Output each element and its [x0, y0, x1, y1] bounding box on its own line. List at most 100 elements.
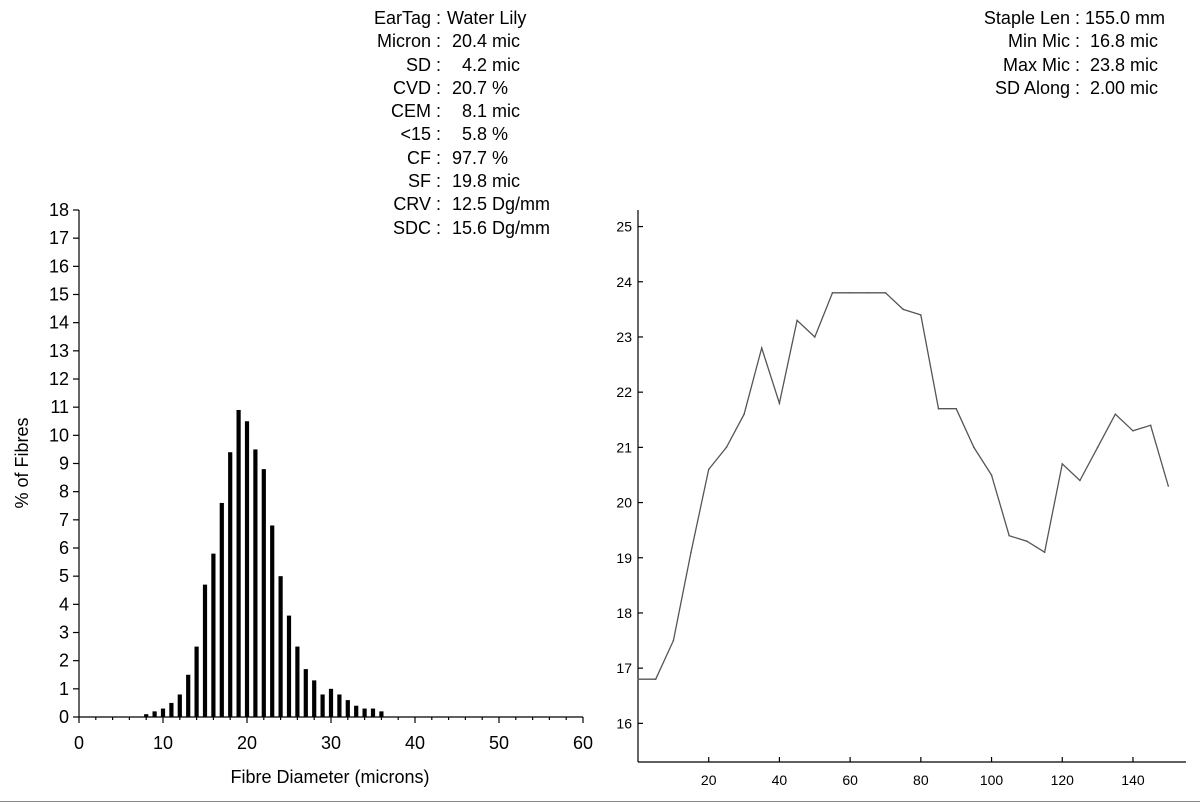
histogram-bar	[211, 553, 216, 717]
staple-stat-value: 2.00 mic	[1085, 77, 1159, 98]
histogram-bar	[253, 449, 258, 717]
histogram-x-tick-label: 30	[321, 733, 341, 753]
histogram-bar	[219, 502, 224, 717]
profile-x-tick-label: 100	[980, 772, 1004, 788]
histogram-bar	[144, 714, 149, 717]
histogram-x-axis-title: Fibre Diameter (microns)	[230, 767, 429, 787]
histogram-y-tick-label: 12	[49, 369, 69, 389]
stat-row: CRV : 12.5 Dg/mm	[0, 193, 550, 216]
histogram-y-tick-label: 3	[59, 623, 69, 643]
summary-stats-right: Staple Len :155.0 mm Min Mic : 16.8 mic Ma…	[0, 7, 1165, 100]
staple-stat-value: 16.8 mic	[1085, 31, 1159, 52]
staple-stat-label: Staple Len :	[983, 8, 1080, 28]
histogram-y-tick-label: 8	[59, 482, 69, 502]
staple-stat-row: Min Mic : 16.8 mic	[0, 30, 1158, 53]
histogram-y-tick-label: 10	[49, 425, 69, 445]
histogram-y-tick-label: 0	[59, 707, 69, 727]
staple-stat-value: 23.8 mic	[1085, 54, 1159, 75]
profile-x-tick-label: 140	[1121, 772, 1145, 788]
stat-label: EarTag :	[373, 8, 441, 28]
stat-label: Micron :	[376, 31, 441, 52]
stat-row: SD : 4.2 mic	[0, 54, 520, 77]
histogram-y-tick-label: 1	[59, 679, 69, 699]
histogram-bar	[261, 469, 266, 717]
histogram-bar	[354, 705, 359, 717]
stat-value: 4.2 mic	[447, 54, 521, 75]
staple-stat-row: SD Along : 2.00 mic	[0, 77, 1158, 100]
stat-value: 5.8 %	[447, 124, 509, 145]
diameter-profile-line	[638, 292, 1169, 680]
histogram-bar	[303, 669, 308, 717]
stat-value: Water Lily	[447, 8, 527, 28]
histogram-bar	[270, 525, 275, 717]
stat-value: 15.6 Dg/mm	[447, 217, 551, 238]
profile-x-tick-label: 60	[842, 772, 858, 788]
histogram-x-tick-label: 20	[237, 733, 257, 753]
profile-y-tick-label: 23	[616, 329, 632, 345]
stat-label: <15 :	[400, 124, 441, 145]
histogram-bar	[337, 694, 342, 717]
staple-stat-label: Min Mic :	[1008, 31, 1080, 52]
histogram-bar	[194, 646, 199, 717]
profile-y-tick-label: 16	[616, 715, 632, 731]
profile-y-tick-label: 18	[616, 605, 632, 621]
stat-value: 97.7 %	[447, 147, 509, 168]
staple-stat-label: SD Along :	[994, 77, 1080, 98]
profile-y-tick-label: 21	[616, 439, 632, 455]
histogram-y-tick-label: 17	[49, 228, 69, 248]
profile-y-tick-label: 24	[616, 274, 632, 290]
staple-stat-row: Staple Len :155.0 mm	[0, 7, 1165, 30]
histogram-bar	[320, 694, 325, 717]
histogram-y-axis-title: % of Fibres	[12, 417, 32, 508]
histogram-y-tick-label: 6	[59, 538, 69, 558]
histogram-bar	[295, 646, 300, 717]
profile-x-tick-label: 20	[701, 772, 717, 788]
stat-label: CRV :	[393, 194, 441, 215]
staple-stat-label: Max Mic :	[1002, 54, 1080, 75]
histogram-x-tick-label: 10	[153, 733, 173, 753]
histogram-bar	[379, 711, 384, 717]
stat-label: CF :	[407, 147, 441, 168]
stat-value: 8.1 mic	[447, 101, 521, 122]
histogram-y-tick-label: 4	[59, 594, 69, 614]
histogram-x-tick-label: 50	[489, 733, 509, 753]
histogram-x-tick-label: 40	[405, 733, 425, 753]
stat-label: SDC :	[392, 217, 441, 238]
stat-value: 12.5 Dg/mm	[447, 194, 551, 215]
stat-value: 19.8 mic	[447, 171, 521, 192]
histogram-bar	[328, 688, 334, 717]
stat-row: SDC : 15.6 Dg/mm	[0, 217, 550, 240]
profile-y-tick-label: 20	[616, 495, 632, 511]
histogram-y-tick-label: 18	[49, 200, 69, 220]
histogram-bar	[169, 702, 174, 717]
staple-stat-value: 155.0 mm	[1085, 8, 1166, 28]
histogram-bar	[362, 708, 367, 717]
bottom-divider	[0, 801, 1200, 802]
profile-y-tick-label: 22	[616, 384, 632, 400]
histogram-bar	[228, 452, 233, 717]
stat-row: EarTag : Water Lily	[0, 7, 526, 30]
stat-row: SF : 19.8 mic	[0, 170, 520, 193]
stat-row: Micron : 20.4 mic	[0, 30, 520, 53]
histogram-y-tick-label: 7	[59, 510, 69, 530]
histogram-y-tick-label: 2	[59, 651, 69, 671]
stat-value: 20.7 %	[447, 77, 509, 98]
histogram-bar	[244, 421, 250, 717]
histogram-bar	[286, 615, 292, 717]
profile-x-tick-label: 40	[772, 772, 788, 788]
histogram-bar	[236, 409, 241, 717]
stat-value: 20.4 mic	[447, 31, 521, 52]
histogram-bar	[177, 694, 182, 717]
histogram-bar	[186, 674, 191, 717]
stat-row: <15 : 5.8 %	[0, 123, 508, 146]
histogram-bar	[160, 708, 166, 717]
histogram-y-tick-label: 15	[49, 285, 69, 305]
histogram-y-tick-label: 5	[59, 566, 69, 586]
histogram-x-tick-label: 60	[573, 733, 593, 753]
histogram-bar	[312, 680, 317, 717]
histogram-y-tick-label: 13	[49, 341, 69, 361]
histogram-bar	[202, 584, 208, 717]
profile-y-tick-label: 17	[616, 660, 632, 676]
